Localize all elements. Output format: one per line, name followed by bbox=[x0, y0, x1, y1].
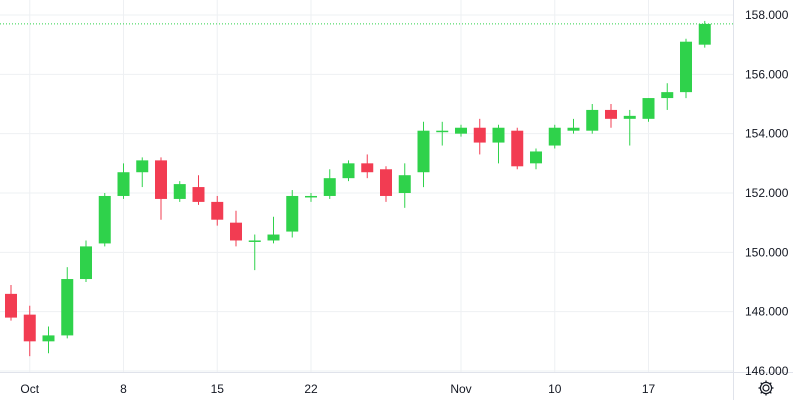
candle-up bbox=[680, 38, 692, 99]
candle-body bbox=[530, 151, 542, 164]
candle-body bbox=[286, 195, 299, 232]
candle-down bbox=[473, 118, 486, 155]
y-tick-label: 146.000 bbox=[745, 364, 789, 378]
candle-body bbox=[98, 195, 111, 244]
x-tick-label: Nov bbox=[450, 382, 471, 396]
candle-body bbox=[380, 169, 392, 196]
candle-body bbox=[136, 160, 149, 173]
candles bbox=[5, 20, 711, 357]
candle-body bbox=[248, 240, 261, 242]
candle-up bbox=[417, 121, 430, 188]
candle-down bbox=[380, 166, 392, 202]
candle-body bbox=[642, 98, 655, 119]
candle-up bbox=[492, 124, 505, 164]
gear-icon[interactable] bbox=[756, 378, 776, 398]
candle-body bbox=[173, 184, 186, 199]
x-tick-label: 10 bbox=[548, 382, 562, 396]
candle-body bbox=[567, 127, 580, 131]
candle-up bbox=[267, 216, 280, 244]
candle-body bbox=[211, 201, 224, 220]
candle-body bbox=[698, 23, 711, 45]
y-tick-label: 156.000 bbox=[745, 67, 789, 81]
price-axis[interactable]: 146.000 148.000 150.000 152.000 154.000 156.0… bbox=[745, 8, 789, 378]
time-axis[interactable]: Oct 8 15 22 Nov 10 17 bbox=[20, 382, 655, 396]
candle-body bbox=[586, 109, 599, 131]
x-tick-label: 8 bbox=[120, 382, 127, 396]
candle-body bbox=[323, 178, 336, 196]
candle-body bbox=[267, 234, 280, 241]
candle-body bbox=[605, 109, 617, 119]
candle-body bbox=[661, 92, 674, 99]
candle-up bbox=[342, 160, 355, 182]
candle-up bbox=[98, 193, 111, 247]
candle-body bbox=[61, 279, 74, 336]
x-tick-label: Oct bbox=[20, 382, 39, 396]
candle-up bbox=[61, 267, 74, 339]
candle-body bbox=[80, 246, 92, 280]
candle-body bbox=[342, 163, 355, 179]
candle-down bbox=[192, 175, 205, 205]
candle-body bbox=[230, 222, 242, 241]
candle-up bbox=[117, 163, 130, 199]
candle-down bbox=[23, 305, 36, 357]
candle-body bbox=[548, 127, 561, 146]
candle-up bbox=[248, 234, 261, 271]
x-tick-label: 17 bbox=[642, 382, 656, 396]
candle-up bbox=[623, 109, 636, 146]
candle-body bbox=[192, 187, 205, 202]
candle-body bbox=[155, 160, 167, 199]
candle-body bbox=[455, 127, 467, 134]
candle-up bbox=[398, 163, 411, 208]
y-tick-label: 150.000 bbox=[745, 245, 789, 259]
candle-body bbox=[398, 175, 411, 193]
candle-down bbox=[211, 195, 224, 226]
candle-up bbox=[661, 83, 674, 110]
candle-up bbox=[455, 124, 467, 137]
candle-down bbox=[511, 127, 524, 170]
candle-body bbox=[305, 195, 317, 198]
y-tick-label: 158.000 bbox=[745, 8, 789, 22]
candle-body bbox=[511, 130, 524, 167]
candle-up bbox=[698, 20, 711, 48]
y-tick-label: 152.000 bbox=[745, 186, 789, 200]
candle-up bbox=[642, 98, 655, 122]
candle-body bbox=[23, 314, 36, 342]
y-tick-label: 154.000 bbox=[745, 127, 789, 141]
candle-up bbox=[42, 326, 55, 354]
candle-body bbox=[436, 130, 449, 133]
candle-body bbox=[473, 127, 486, 143]
candle-body bbox=[42, 335, 55, 342]
candle-body bbox=[361, 163, 374, 173]
candle-body bbox=[492, 127, 505, 143]
candle-up bbox=[286, 190, 299, 238]
candle-up bbox=[80, 240, 92, 282]
candle-down bbox=[155, 157, 167, 220]
candle-up bbox=[136, 157, 149, 188]
candle-body bbox=[117, 172, 130, 196]
candle-body bbox=[623, 115, 636, 119]
candle-up bbox=[305, 193, 317, 202]
candle-body bbox=[417, 130, 430, 173]
candle-up bbox=[548, 124, 561, 149]
x-tick-label: 15 bbox=[211, 382, 225, 396]
candle-up bbox=[586, 104, 599, 134]
candle-up bbox=[436, 121, 449, 146]
candle-down bbox=[361, 154, 374, 179]
candle-up bbox=[530, 148, 542, 170]
y-tick-label: 148.000 bbox=[745, 305, 789, 319]
candle-up bbox=[323, 169, 336, 199]
candle-up bbox=[567, 118, 580, 134]
candle-down bbox=[230, 210, 242, 247]
candle-body bbox=[680, 41, 692, 93]
x-tick-label: 22 bbox=[304, 382, 318, 396]
candle-up bbox=[173, 181, 186, 202]
candle-down bbox=[605, 104, 617, 128]
candle-body bbox=[5, 293, 17, 318]
candle-down bbox=[5, 284, 17, 321]
